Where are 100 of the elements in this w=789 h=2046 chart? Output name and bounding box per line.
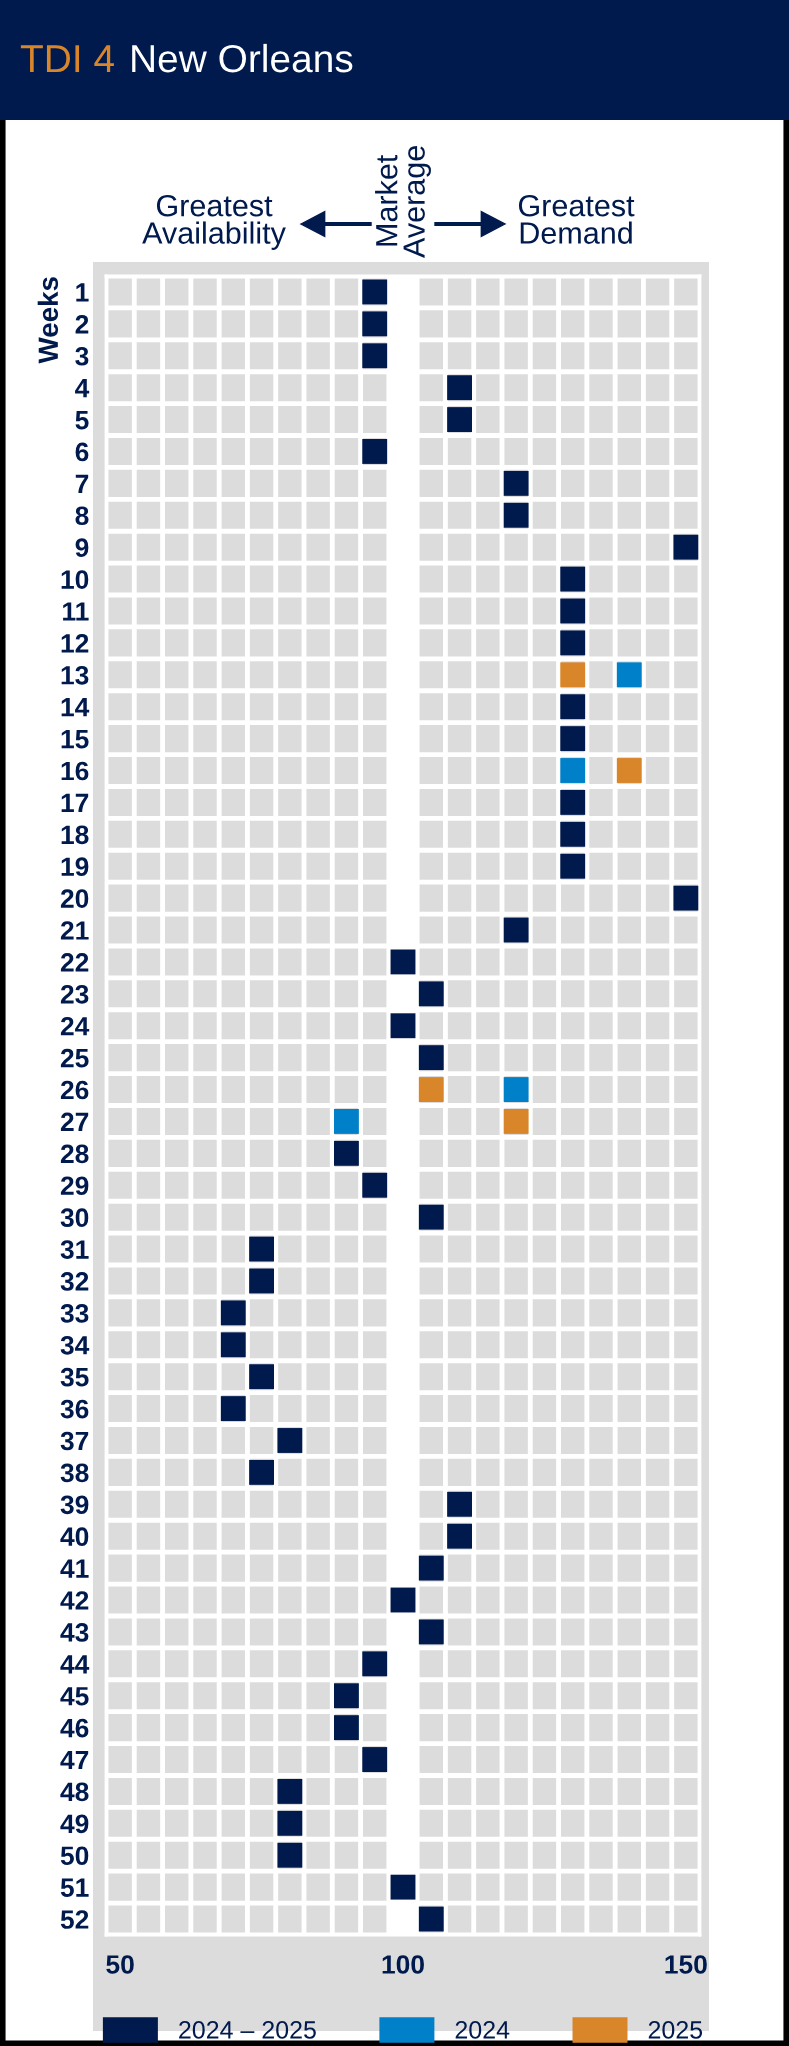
y-axis-title: Weeks: [37, 277, 59, 364]
y-tick-label: 4: [75, 379, 90, 398]
y-tick-label: 38: [60, 1463, 89, 1483]
y-tick-label: 21: [60, 921, 89, 940]
point: [503, 1077, 529, 1102]
point: [560, 853, 586, 879]
point: [447, 1491, 473, 1517]
y-tick-label: 48: [60, 1782, 89, 1802]
text: Greatest Availability: [142, 194, 286, 250]
point: [560, 630, 586, 656]
point: [418, 1077, 444, 1102]
point: [390, 1013, 416, 1039]
point: [503, 470, 529, 496]
point: [362, 279, 388, 305]
y-tick-label: 9: [75, 538, 89, 557]
point: [390, 949, 416, 975]
point: [220, 1300, 246, 1326]
point: [503, 502, 529, 528]
point: [333, 1140, 359, 1166]
point: [362, 311, 388, 337]
x-tick-label: 150: [665, 1955, 707, 1974]
point: [560, 598, 586, 624]
point: [277, 1778, 303, 1804]
legend-label: 2025: [648, 2021, 703, 2039]
point: [249, 1364, 275, 1390]
y-tick-label: 49: [60, 1814, 89, 1834]
y-tick-label: 26: [60, 1080, 89, 1100]
y-tick-label: 8: [75, 506, 89, 526]
y-tick-label: 5: [75, 410, 89, 430]
y-tick-label: 25: [60, 1048, 89, 1068]
y-tick-label: 50: [60, 1846, 89, 1866]
point: [673, 534, 699, 560]
point: [560, 789, 586, 815]
point: [616, 662, 642, 688]
y-tick-label: 35: [60, 1367, 89, 1387]
y-tick-label: 17: [61, 793, 89, 812]
point: [249, 1459, 275, 1485]
point: [362, 439, 388, 464]
y-tick-label: 34: [60, 1335, 90, 1355]
y-tick-label: 41: [60, 1559, 89, 1578]
y-tick-label: 23: [60, 984, 89, 1004]
y-tick-label: 1: [76, 283, 89, 302]
y-tick-label: 28: [60, 1144, 89, 1164]
y-tick-label: 10: [61, 570, 89, 589]
y-tick-label: 52: [60, 1910, 89, 1929]
point: [447, 407, 473, 433]
point: [418, 1204, 444, 1230]
y-tick-label: 3: [75, 346, 89, 366]
point: [418, 1555, 444, 1581]
point: [277, 1842, 303, 1868]
text: Greatest Demand: [518, 194, 635, 244]
y-tick-label: 42: [60, 1591, 89, 1610]
y-tick-label: 37: [60, 1431, 89, 1451]
y-tick-label: 36: [60, 1399, 89, 1419]
point: [333, 1683, 359, 1709]
legend-label: 2024: [455, 2021, 510, 2039]
y-tick-label: 20: [60, 889, 89, 908]
point: [616, 758, 642, 783]
point: [447, 375, 473, 401]
y-tick-label: 12: [61, 634, 89, 653]
point: [362, 1651, 388, 1677]
chart-subtitle: New Orleans: [132, 43, 353, 73]
point: [447, 1523, 473, 1549]
point: [560, 694, 586, 720]
band-label: Market Average: [375, 146, 431, 258]
y-tick-label: 2: [75, 314, 89, 334]
y-tick-label: 31: [60, 1240, 89, 1259]
y-tick-label: 51: [60, 1878, 89, 1897]
y-tick-label: 33: [60, 1304, 89, 1323]
y-tick-label: 47: [60, 1750, 89, 1770]
y-tick-label: 13: [61, 665, 89, 685]
point: [560, 758, 586, 783]
point: [220, 1332, 246, 1358]
point: [560, 821, 586, 847]
y-tick-label: 16: [61, 761, 89, 781]
y-tick-label: 22: [60, 953, 89, 972]
y-tick-label: 32: [60, 1272, 89, 1291]
point: [277, 1810, 303, 1836]
x-tick-label: 50: [106, 1955, 134, 1974]
point: [418, 1045, 444, 1071]
y-tick-label: 27: [60, 1112, 89, 1132]
y-tick-label: 14: [61, 698, 90, 717]
point: [673, 885, 699, 911]
y-tick-label: 15: [61, 730, 89, 749]
point: [560, 726, 586, 752]
y-tick-label: 29: [60, 1176, 89, 1196]
y-tick-label: 44: [60, 1655, 90, 1674]
y-tick-label: 18: [61, 825, 89, 845]
point: [220, 1396, 246, 1422]
y-tick-label: 11: [63, 602, 89, 621]
x-tick-label: 100: [382, 1955, 424, 1974]
point: [362, 1747, 388, 1772]
y-tick-label: 46: [60, 1718, 89, 1738]
y-tick-label: 40: [60, 1527, 89, 1547]
y-tick-label: 45: [60, 1687, 89, 1706]
point: [418, 1619, 444, 1645]
point: [362, 343, 388, 369]
legend-label: 2024 – 2025: [179, 2021, 316, 2039]
point: [249, 1268, 275, 1294]
point: [418, 1906, 444, 1932]
